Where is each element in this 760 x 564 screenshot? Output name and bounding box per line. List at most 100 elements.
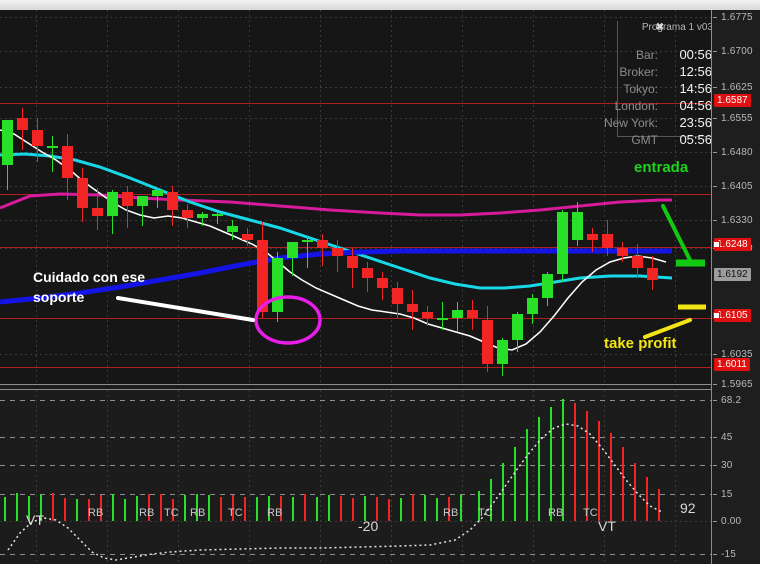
indicator-grid-line xyxy=(0,437,712,438)
histogram-bar xyxy=(100,495,102,521)
indicator-label-minus20: -20 xyxy=(358,518,379,534)
histogram-bar xyxy=(148,494,150,521)
axis-tick-label: 1.5965 xyxy=(721,379,753,390)
indicator-grid-line xyxy=(0,465,712,466)
candle-body xyxy=(32,130,43,146)
axis-tick-label: 1.6775 xyxy=(721,12,753,23)
price-tag[interactable]: 1.6105 xyxy=(713,309,751,322)
grid-line-h xyxy=(0,152,712,153)
histogram-bar xyxy=(550,407,552,521)
candle-body xyxy=(287,242,298,258)
axis-tick xyxy=(713,87,717,88)
indicator-axis-tick xyxy=(713,554,717,555)
grid-line-h xyxy=(0,354,712,355)
histogram-bar xyxy=(646,477,648,521)
close-icon[interactable]: ✖ xyxy=(655,22,664,33)
axis-tick xyxy=(713,17,717,18)
clock-value: 04:56 xyxy=(679,98,712,113)
candle-body xyxy=(167,192,178,210)
clock-row: New York: 23:56 xyxy=(545,115,712,132)
axis-tick-label: 1.6035 xyxy=(721,349,753,360)
candle-body xyxy=(377,278,388,288)
price-tag-knob-icon xyxy=(713,312,720,319)
candle-body xyxy=(77,178,88,208)
indicator-value-readout: 92 xyxy=(680,500,696,516)
candle-body xyxy=(407,304,418,312)
histogram-bar xyxy=(304,494,306,521)
clock-value: 05:56 xyxy=(679,132,712,147)
histogram-bar xyxy=(340,496,342,521)
clock-label: New York: xyxy=(603,116,658,130)
histogram-bar xyxy=(388,499,390,521)
grid-line-v xyxy=(391,390,392,564)
histogram-bar xyxy=(610,433,612,521)
candle-body xyxy=(437,318,448,320)
highlight-ellipse-layer xyxy=(254,295,322,345)
price-level-line xyxy=(0,247,712,248)
price-tag[interactable]: 1.6011 xyxy=(714,358,750,371)
price-level-line xyxy=(0,318,712,319)
annotation-support: Cuidado con ese soporte xyxy=(33,267,145,307)
histogram-bar xyxy=(502,463,504,521)
grid-line-h xyxy=(0,51,712,52)
indicator-grid-line xyxy=(0,521,712,522)
info-box-frame xyxy=(617,21,712,137)
candle-body xyxy=(497,340,508,364)
candle-body xyxy=(647,268,658,280)
indicator-axis-label: 15 xyxy=(721,489,733,500)
histogram-bar xyxy=(490,479,492,521)
candle-wick xyxy=(127,186,128,228)
histogram-bar xyxy=(316,497,318,521)
histogram-bar xyxy=(352,498,354,521)
histogram-bar xyxy=(364,496,366,521)
histogram-bar xyxy=(136,496,138,521)
candle-body xyxy=(242,234,253,240)
indicator-bar-marker: RB xyxy=(443,507,459,519)
grid-line-v xyxy=(533,390,534,564)
histogram-bar xyxy=(436,498,438,521)
candle-body xyxy=(422,312,433,318)
indicator-bar-marker: RB xyxy=(548,507,564,519)
indicator-axis-tick xyxy=(713,521,717,522)
grid-line-v xyxy=(320,390,321,564)
histogram-bar xyxy=(412,494,414,521)
histogram-bar xyxy=(658,489,660,521)
grid-line-v xyxy=(604,390,605,564)
indicator-bar-marker: TC xyxy=(228,507,243,519)
histogram-bar xyxy=(424,495,426,521)
grid-line-h xyxy=(0,186,712,187)
price-chart-panel[interactable]: Cuidado con ese soporte entrada take pro… xyxy=(0,10,712,386)
price-tag[interactable]: 1.6587 xyxy=(714,94,751,107)
price-tag[interactable]: 1.6192 xyxy=(714,268,751,281)
axis-tick-label: 1.6625 xyxy=(721,82,753,93)
histogram-bar xyxy=(634,463,636,521)
clock-row: London: 04:56 xyxy=(545,98,712,115)
indicator-axis-label: 68.2 xyxy=(721,395,742,406)
clock-value: 00:56 xyxy=(679,47,712,62)
candle-body xyxy=(2,120,13,165)
indicator-axis-tick xyxy=(713,465,717,466)
clock-value: 14:56 xyxy=(679,81,712,96)
histogram-bar xyxy=(244,497,246,521)
price-tag[interactable]: 1.6248 xyxy=(713,238,751,251)
candle-body xyxy=(212,214,223,216)
annotation-take-profit: take profit xyxy=(604,335,677,352)
clock-label: Tokyo: xyxy=(623,82,658,96)
candle-body xyxy=(467,310,478,318)
candle-body xyxy=(572,212,583,240)
grid-line-v xyxy=(36,390,37,564)
grid-line-h xyxy=(0,87,712,88)
candle-wick xyxy=(202,212,203,226)
candle-wick xyxy=(157,188,158,208)
price-level-line xyxy=(0,103,712,104)
indicator-grid-line xyxy=(0,494,712,495)
price-level-line xyxy=(0,194,712,195)
histogram-bar xyxy=(328,495,330,521)
indicator-panel[interactable]: -20 VT VT 92 RB RB TC RB TC RB RB TC RB TC xyxy=(0,390,712,564)
axis-tick xyxy=(713,186,717,187)
histogram-bar xyxy=(292,497,294,521)
price-axis[interactable]: 1.6775 1.6700 1.6625 1.6555 1.6480 1.6405 1.63… xyxy=(711,10,760,564)
grid-line-h xyxy=(0,17,712,18)
panel-divider[interactable] xyxy=(0,384,712,390)
candle-body xyxy=(452,310,463,318)
